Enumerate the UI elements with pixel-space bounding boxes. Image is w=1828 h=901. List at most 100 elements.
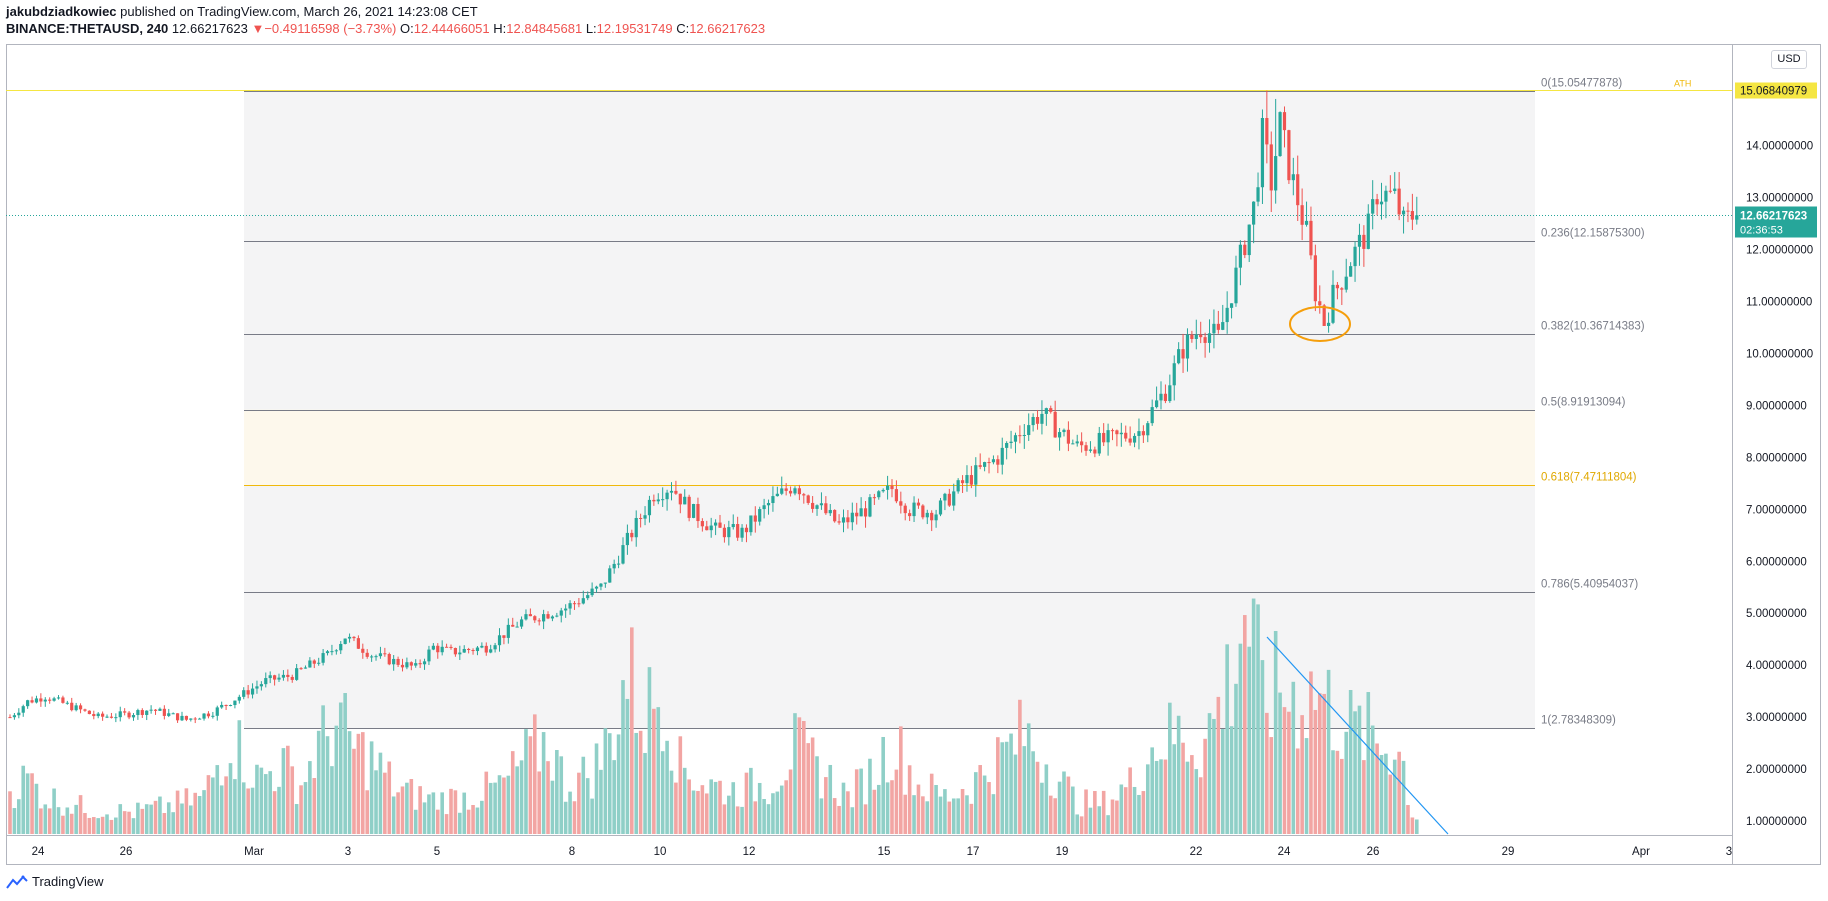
candle-body	[868, 497, 872, 517]
price-tick-label: 8.00000000	[1746, 452, 1807, 464]
volume-bar	[1004, 741, 1009, 834]
candle-body	[1304, 220, 1309, 225]
volume-bar	[1145, 764, 1150, 834]
candle-body	[39, 698, 43, 702]
candle-body	[1031, 417, 1035, 426]
candle-body	[123, 711, 127, 713]
candle-body	[96, 713, 100, 717]
candle-body	[184, 715, 188, 720]
candle-body	[1318, 301, 1322, 306]
volume-bar	[1243, 615, 1247, 834]
candle-body	[1353, 246, 1357, 267]
candle-body	[171, 713, 175, 715]
candle-body	[877, 491, 881, 498]
time-tick-label: 5	[434, 846, 440, 858]
volume-bar	[1238, 643, 1243, 834]
candle-body	[952, 491, 956, 506]
tradingview-footer[interactable]: TradingView	[6, 874, 104, 889]
candle-body	[228, 705, 233, 707]
candle-body	[594, 586, 599, 589]
volume-bar	[757, 782, 762, 834]
candle-body	[471, 649, 475, 652]
candle-body	[797, 488, 801, 495]
candle-body	[1313, 255, 1317, 302]
price-tick-label: 13.00000000	[1746, 193, 1813, 205]
volume-bar	[255, 764, 259, 834]
candle-body	[656, 499, 660, 502]
price-tick-label: 1.00000000	[1746, 816, 1807, 828]
volume-bar	[444, 814, 449, 834]
volume-bar	[532, 714, 537, 834]
volume-bar	[96, 818, 100, 834]
candle-body	[233, 700, 237, 706]
fib-zone-golden	[244, 409, 1535, 485]
candle-body	[259, 684, 263, 687]
volume-bar	[1216, 696, 1221, 834]
candle-body	[1384, 190, 1388, 202]
volume-bar	[519, 760, 524, 834]
publish-header: jakubdziadkowiec published on TradingVie…	[6, 4, 478, 19]
volume-bar	[956, 798, 960, 834]
volume-bar	[713, 781, 718, 834]
author-name[interactable]: jakubdziadkowiec	[6, 4, 117, 19]
volume-bar	[1375, 743, 1379, 834]
volume-bar	[215, 765, 220, 834]
candle-body	[202, 713, 206, 719]
candle-body	[1102, 432, 1106, 443]
candle-body	[608, 568, 612, 583]
volume-bar	[316, 730, 321, 834]
volume-bar	[630, 627, 634, 834]
candle-body	[281, 674, 286, 678]
candle-body	[1013, 435, 1018, 442]
volume-bar	[678, 736, 683, 834]
volume-bar	[52, 788, 56, 834]
volume-bar	[1348, 689, 1353, 834]
volume-bar	[647, 667, 652, 834]
volume-bar	[1335, 750, 1340, 834]
candle-body	[872, 497, 876, 499]
volume-bar	[727, 795, 731, 834]
currency-badge[interactable]: USD	[1771, 50, 1807, 69]
volume-bar	[652, 708, 656, 834]
volume-bar	[61, 815, 65, 834]
candle-body	[943, 493, 947, 501]
candle-body	[70, 702, 74, 711]
candle-body	[405, 662, 409, 668]
candle-body	[268, 675, 272, 679]
volume-bar	[1229, 726, 1234, 834]
candle-body	[1256, 187, 1260, 202]
candle-body	[528, 614, 532, 617]
candle-body	[819, 503, 824, 506]
candle-body	[991, 459, 996, 463]
volume-bar	[1260, 660, 1265, 834]
candle-body	[1287, 130, 1291, 181]
volume-bar	[118, 804, 123, 834]
candle-body	[577, 603, 581, 605]
candle-body	[449, 646, 453, 648]
candle-body	[1093, 449, 1097, 454]
candle-body	[758, 509, 762, 522]
volume-bar	[184, 788, 189, 834]
volume-bar	[1410, 817, 1415, 834]
volume-bar	[69, 813, 74, 834]
candle-body	[475, 647, 480, 652]
volume-bar	[890, 780, 894, 834]
candle-body	[145, 710, 149, 715]
volume-bar	[885, 782, 890, 834]
candle-body	[1168, 385, 1172, 402]
volume-bar	[515, 766, 519, 834]
candle-body	[674, 490, 678, 494]
volume-bar	[493, 782, 497, 834]
volume-bar	[83, 812, 87, 834]
volume-bar	[1128, 767, 1132, 834]
candle-body	[930, 512, 934, 521]
volume-bar	[153, 800, 158, 834]
volume-bar	[440, 792, 444, 834]
open-value: 12.44466051	[413, 21, 490, 36]
volume-bar	[802, 721, 806, 834]
candle-body	[555, 615, 559, 617]
volume-bar	[594, 743, 599, 834]
volume-bar	[638, 730, 643, 834]
candle-body	[815, 505, 819, 509]
